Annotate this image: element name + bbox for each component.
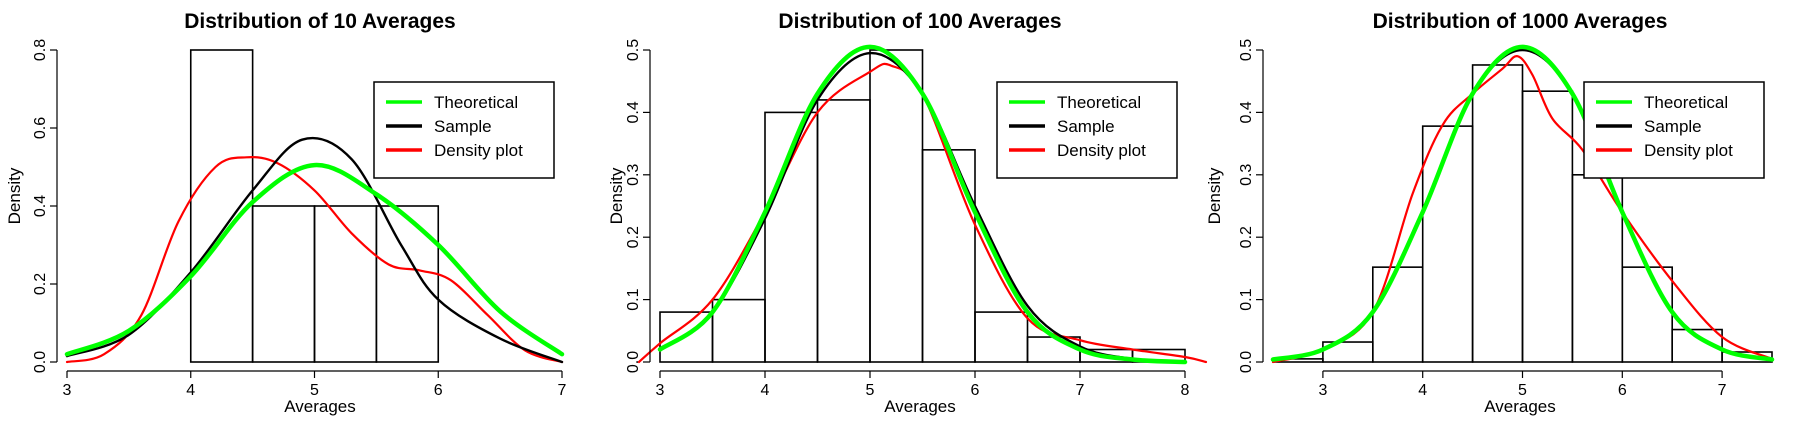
x-tick-label: 5 [310,382,319,399]
legend-label: Sample [434,117,492,136]
y-tick-label: 0.2 [32,273,49,295]
y-tick-label: 0.5 [625,39,642,61]
x-tick-label: 7 [1718,382,1727,399]
legend: Theoretical Sample Density plot [996,81,1178,179]
legend-label: Density plot [1057,141,1146,160]
x-axis-label: Averages [284,397,356,416]
x-tick-label: 4 [761,382,770,399]
histogram-bar [1621,266,1674,363]
y-tick-label: 0.2 [625,226,642,248]
chart-title: Distribution of 1000 Averages [1373,10,1668,33]
y-tick-label: 0.3 [1238,164,1255,186]
histogram-bar [1571,174,1624,363]
y-axis-label: Density [1205,167,1224,224]
legend-label: Density plot [1644,141,1733,160]
histogram-bar [1671,328,1723,363]
histogram-bar [1026,336,1081,363]
x-tick-label: 7 [1076,382,1085,399]
x-tick-label: 7 [558,382,567,399]
x-tick-label: 5 [866,382,875,399]
x-tick-label: 5 [1518,382,1527,399]
x-tick-label: 3 [656,382,665,399]
y-axis-label: Density [5,167,24,224]
legend-label: Theoretical [434,93,518,112]
legend-box [1583,81,1765,179]
histogram-bar [313,205,378,363]
y-tick-label: 0.2 [1238,226,1255,248]
x-axis-label: Averages [1484,397,1556,416]
histogram-bar [711,298,766,363]
legend-label: Sample [1057,117,1115,136]
y-tick-label: 0.8 [32,39,49,61]
y-tick-label: 0.6 [32,117,49,139]
chart-panel-1: Distribution of 10 Averages 3 4 5 6 7 Averages… [5,10,567,416]
histogram-bar [251,205,316,363]
x-tick-label: 8 [1181,382,1190,399]
series-line-theoretical [1270,44,1775,362]
y-tick-label: 0.5 [1238,39,1255,61]
y-tick-label: 0.1 [1238,288,1255,310]
histogram-bar [1372,266,1424,363]
x-tick-label: 6 [1618,382,1627,399]
legend-label: Sample [1644,117,1702,136]
legend-label: Density plot [434,141,523,160]
y-tick-label: 0.4 [32,195,49,217]
legend: Theoretical Sample Density plot [1583,81,1765,179]
chart-panel-3: Distribution of 1000 Averages 3 4 5 6 7 Averag… [1205,10,1775,416]
legend-box [373,81,555,179]
x-tick-label: 3 [63,382,72,399]
x-tick-label: 4 [186,382,195,399]
legend-label: Theoretical [1644,93,1728,112]
histogram-bar [869,49,924,363]
y-tick-label: 0.4 [1238,101,1255,123]
x-tick-label: 4 [1418,382,1427,399]
series-line-density-plot [65,156,564,364]
histogram-bar [1721,351,1773,363]
series-line-theoretical [64,162,565,357]
histogram-bar [375,205,440,363]
chart-panel-2: Distribution of 100 Averages 3 4 5 6 7 8 Averag… [607,10,1208,416]
y-tick-label: 0.4 [625,101,642,123]
histogram-bar [1421,125,1474,363]
chart-title: Distribution of 100 Averages [778,10,1061,33]
x-tick-label: 6 [434,382,443,399]
histogram-bar [974,311,1029,363]
y-tick-label: 0.3 [625,164,642,186]
histogram-bar [921,149,976,363]
series-line-density-plot [1271,55,1774,364]
histogram-bar [1471,64,1524,363]
chart-title: Distribution of 10 Averages [184,10,456,33]
y-tick-label: 0.0 [625,351,642,373]
x-axis-label: Averages [884,397,956,416]
x-tick-label: 3 [1318,382,1327,399]
y-tick-label: 0.0 [32,351,49,373]
y-tick-label: 0.1 [625,288,642,310]
series-line-theoretical [657,44,1188,365]
histogram-bar [189,49,254,363]
histogram-bar [816,99,871,363]
legend: Theoretical Sample Density plot [373,81,555,179]
y-tick-label: 0.0 [1238,351,1255,373]
legend-box [996,81,1178,179]
x-tick-label: 6 [971,382,980,399]
legend-label: Theoretical [1057,93,1141,112]
y-axis-label: Density [607,167,626,224]
